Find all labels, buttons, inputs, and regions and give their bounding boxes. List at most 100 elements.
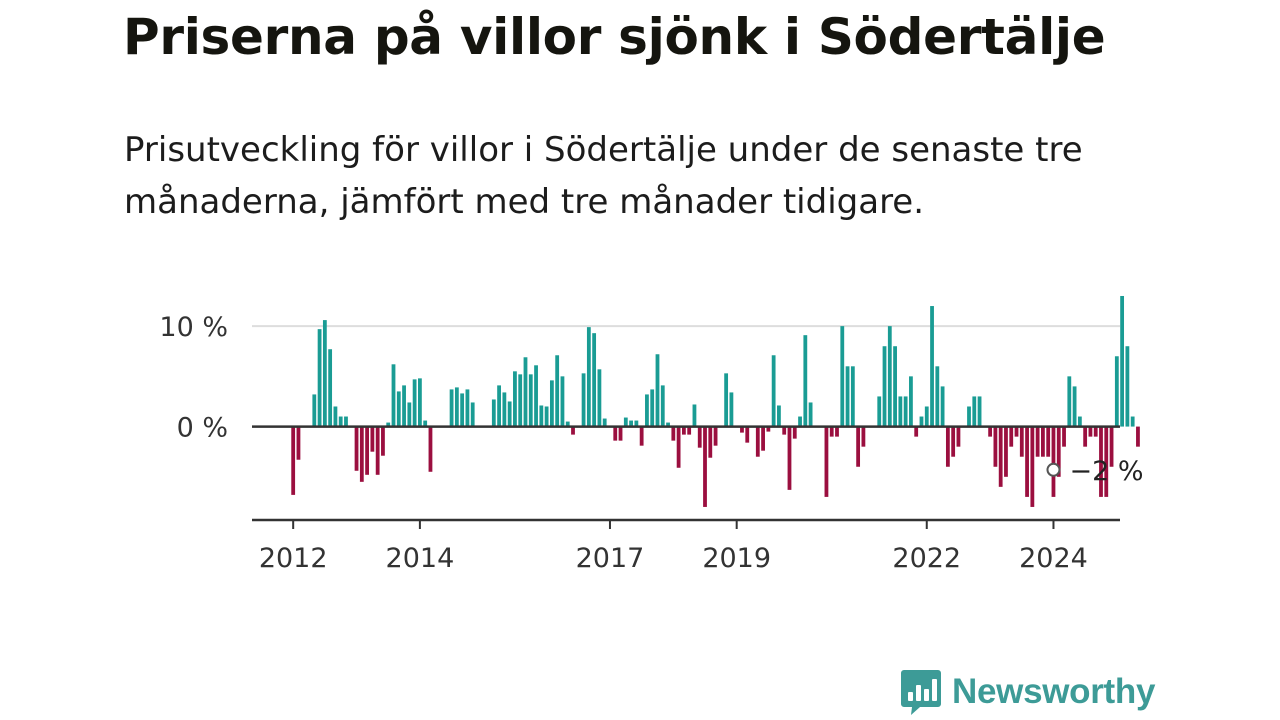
x-tick-label: 2022: [892, 543, 961, 574]
bar: [1077, 416, 1082, 427]
bar: [560, 376, 565, 427]
bar: [1019, 426, 1024, 457]
x-tick-label: 2024: [1019, 543, 1088, 574]
bar: [771, 355, 776, 427]
bar: [375, 426, 380, 475]
bar: [740, 426, 744, 433]
bar: [766, 426, 771, 432]
bar: [1030, 426, 1035, 507]
bar: [407, 402, 412, 427]
bar: [518, 374, 523, 427]
bar: [513, 371, 517, 427]
bar: [877, 396, 882, 427]
bar: [1009, 426, 1014, 447]
bar: [423, 420, 428, 427]
bar: [777, 405, 781, 427]
bar: [703, 426, 707, 507]
bar: [344, 416, 348, 427]
bar: [1083, 426, 1088, 447]
bar: [914, 426, 919, 437]
bar: [1041, 426, 1045, 457]
bar: [1051, 426, 1056, 497]
bar: [861, 426, 866, 447]
brand-name: Newsworthy: [952, 672, 1156, 711]
bar: [597, 369, 602, 427]
bar: [660, 385, 665, 427]
bar: [1104, 426, 1109, 497]
bar: [497, 385, 501, 427]
bar: [565, 421, 570, 427]
bar: [856, 426, 861, 467]
bar: [745, 426, 750, 443]
bar: [1093, 426, 1098, 437]
page-title: Priserna på villor sjönk i Södertälje: [123, 8, 1106, 66]
bar: [829, 426, 834, 437]
bar: [1014, 426, 1019, 437]
annotation-label: −2 %: [1069, 456, 1143, 487]
annotation-marker: [1046, 462, 1061, 477]
bar: [845, 366, 850, 427]
bar: [1056, 426, 1061, 477]
bar: [354, 426, 359, 471]
bar: [655, 354, 660, 427]
bar: [528, 374, 533, 427]
bar: [602, 418, 607, 427]
bar: [935, 366, 940, 427]
bar: [322, 320, 327, 427]
bar: [333, 406, 338, 427]
bar: [507, 401, 512, 427]
bar: [291, 426, 296, 495]
bar: [945, 426, 950, 467]
x-tick-label: 2014: [386, 543, 455, 574]
bar: [903, 396, 908, 427]
bar: [893, 346, 897, 427]
bar: [402, 385, 406, 427]
bar: [824, 426, 829, 497]
bar: [502, 392, 507, 427]
newsworthy-brand[interactable]: Newsworthy: [900, 668, 1155, 716]
bar: [396, 391, 401, 427]
bar: [761, 426, 765, 451]
bar: [697, 426, 702, 448]
labels-layer: 10 % 0 % 2012 2014 2017 2019 2022 2024 −2 %: [159, 312, 1143, 574]
bar: [803, 335, 808, 427]
bar: [687, 426, 692, 435]
bar: [539, 405, 544, 427]
bar: [1109, 426, 1114, 467]
bar: [296, 426, 301, 460]
bar: [581, 373, 586, 427]
bar: [365, 426, 369, 475]
bar: [312, 394, 317, 427]
bar: [972, 396, 977, 427]
bar: [454, 387, 459, 427]
bar: [930, 306, 934, 427]
bar: [909, 376, 913, 427]
bar: [1046, 426, 1051, 457]
bar: [956, 426, 961, 447]
axes-layer: [252, 425, 1120, 529]
y-tick-label: 0 %: [177, 413, 228, 444]
bar: [835, 426, 839, 437]
bar: [988, 426, 993, 437]
bar: [449, 389, 454, 427]
bar: [729, 392, 734, 427]
bar: [808, 402, 813, 427]
bar: [634, 420, 639, 427]
bar: [491, 399, 496, 427]
bar: [919, 416, 924, 427]
bar: [549, 380, 554, 427]
bar: [713, 426, 718, 446]
bar: [924, 406, 929, 427]
bar: [792, 426, 797, 439]
bar: [629, 420, 633, 427]
x-tick-label: 2019: [702, 543, 771, 574]
bar: [359, 426, 364, 482]
bar: [639, 426, 644, 446]
bar: [1004, 426, 1008, 477]
bar: [618, 426, 623, 441]
bar: [1035, 426, 1040, 457]
bar: [692, 404, 697, 427]
bar: [882, 346, 887, 427]
bar: [428, 426, 433, 472]
